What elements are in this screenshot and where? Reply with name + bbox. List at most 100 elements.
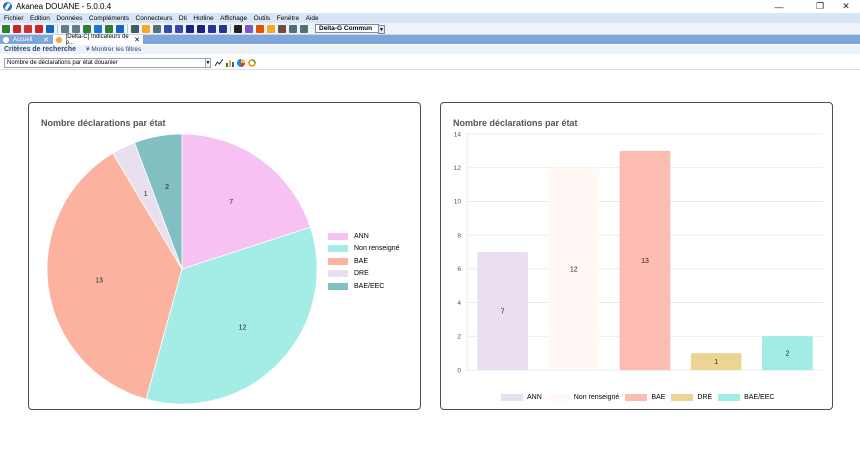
list-icon[interactable] [46,24,54,33]
bar-chart-icon[interactable] [226,59,234,67]
window-icon[interactable] [289,24,297,33]
pie-chart-icon[interactable] [237,59,245,67]
menu-dti[interactable]: Dti [178,14,187,22]
minimize-button[interactable]: — [774,1,784,12]
doc-icon[interactable] [35,24,43,33]
new-doc-icon[interactable] [2,24,10,33]
window-title: Akanea DOUANE - 5.0.0.4 [16,2,112,11]
menu-hotline[interactable]: Hotline [193,14,214,22]
pie-slice-bae-eec[interactable] [134,133,183,270]
show-filters-label: Montrer les filtres [91,46,142,53]
chevron-down-icon[interactable]: ▼ [205,58,211,68]
people-icon[interactable] [219,24,227,33]
legend-swatch [328,282,348,290]
legend-label: BAE [354,257,369,265]
donut-chart-icon[interactable] [248,59,256,67]
search-criteria-title: Critères de recherche [4,46,76,53]
close-icon[interactable]: ✕ [43,36,49,44]
title-bar: Akanea DOUANE - 5.0.0.4 — ❐ ✕ [0,0,860,13]
filter-toggle-icon: ¥ [85,46,90,53]
menu-donnees[interactable]: Données [56,14,83,22]
legend-item-bae[interactable]: BAE [625,391,665,403]
tab-accueil[interactable]: Accueil ✕ [0,35,52,44]
document-tabs: Accueil ✕ [Delta-C] Indicateurs de p... … [0,33,860,46]
home-icon [3,36,9,43]
bar-non-renseign[interactable] [548,167,600,370]
arrow-icon[interactable] [186,24,194,33]
menu-outils[interactable]: Outils [253,14,271,22]
bulb-icon[interactable] [267,24,275,33]
export-icon[interactable] [105,24,113,33]
pdf-red-icon[interactable] [24,24,32,33]
close-window-button[interactable]: ✕ [842,1,850,11]
profile-combo[interactable]: Delta-G Commun ▼ [315,24,385,34]
legend-label: BAE/EEC [354,282,385,290]
calc-icon[interactable] [131,24,139,33]
gear-icon[interactable] [72,24,80,33]
user-icon[interactable] [164,24,172,33]
menu-aide[interactable]: Aide [305,14,319,22]
legend-label: ANN [527,393,542,401]
legend-item-non-renseign[interactable]: Non renseigné [547,391,620,403]
pie-chart-panel: Nombre déclarations par état 7 12 13 1 2 ANN… [28,102,421,410]
pie-slice-non-renseign[interactable] [145,226,318,405]
pie-slice-ann[interactable] [181,133,311,270]
chevron-down-icon[interactable]: ▼ [378,25,385,34]
legend-item-ann[interactable]: ANN [328,230,400,242]
bar-value-non-renseign: 12 [570,266,578,273]
eye-icon[interactable] [153,24,161,33]
legend-item-dre[interactable]: DRE [671,391,712,403]
bar-bae[interactable] [619,150,671,370]
close-icon[interactable]: ✕ [134,36,140,44]
lightning-icon[interactable] [234,24,242,33]
pie-slice-bae[interactable] [46,152,183,400]
bar-bae-eec[interactable] [762,336,813,370]
menu-fichier[interactable]: Fichier [4,14,24,22]
line-chart-icon[interactable] [215,59,223,67]
calendar-icon[interactable] [256,24,264,33]
legend-item-bae-eec[interactable]: BAE/EEC [328,280,400,292]
chart-icon[interactable] [116,24,124,33]
legend-label: ANN [354,232,369,240]
legend-item-ann[interactable]: ANN [501,391,542,403]
key-icon[interactable] [142,24,150,33]
legend-item-dre[interactable]: DRE [328,268,400,280]
search-criteria-bar: Critères de recherche ¥ Montrer les filt… [0,45,860,54]
legend-label: Non renseigné [573,393,620,401]
people-icon[interactable] [208,24,216,33]
sort-icon[interactable] [197,24,205,33]
legend-item-bae[interactable]: BAE [328,255,400,267]
menu-complements[interactable]: Compléments [88,14,130,22]
indicator-select[interactable]: Nombre de déclarations par état douanier… [4,58,211,68]
grid-icon[interactable] [94,24,102,33]
tag-icon[interactable] [175,24,183,33]
legend-item-non-renseign[interactable]: Non renseigné [328,243,400,255]
maximize-button[interactable]: ❐ [815,1,825,11]
y-tick-label: 8 [457,232,461,239]
bar-ann[interactable] [477,252,528,370]
chart-tab-icon [56,36,62,43]
menu-connecteurs[interactable]: Connecteurs [135,14,173,22]
toolbar-separator [127,24,128,33]
menu-fenetre[interactable]: Fenêtre [276,14,300,22]
tab-indicateurs-label: [Delta-C] Indicateurs de p... [65,33,129,46]
check-icon[interactable] [245,24,253,33]
bar-dre[interactable] [690,353,742,370]
app-logo-icon [3,2,12,11]
menu-affichage[interactable]: Affichage [220,14,248,22]
menu-edition[interactable]: Edition [30,14,50,22]
legend-item-bae-eec[interactable]: BAE/EEC [718,391,774,403]
tab-indicateurs[interactable]: [Delta-C] Indicateurs de p... ✕ [53,33,143,46]
tab-accueil-label: Accueil [13,36,33,43]
legend-swatch [501,393,523,401]
refresh-icon[interactable] [83,24,91,33]
pie-chart-title: Nombre déclarations par état [41,118,166,128]
bar-value-ann: 7 [501,309,505,316]
monitor-icon[interactable] [300,24,308,33]
pdf-icon[interactable] [13,24,21,33]
book-icon[interactable] [278,24,286,33]
gear-icon[interactable] [61,24,69,33]
legend-label: Non renseigné [354,245,400,252]
show-filters-toggle[interactable]: ¥ Montrer les filtres [86,46,141,53]
